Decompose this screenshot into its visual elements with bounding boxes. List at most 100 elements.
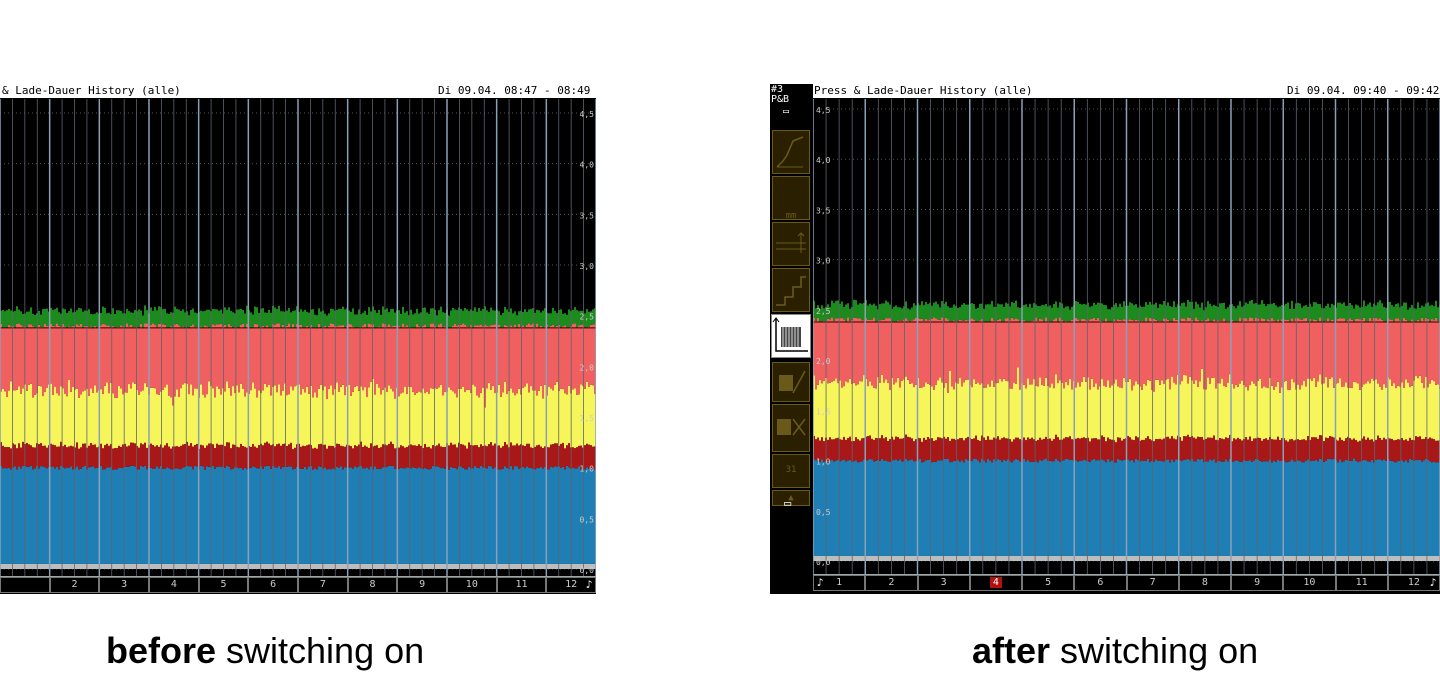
- history-bar-segment: [1343, 302, 1345, 319]
- history-bar-segment: [202, 445, 204, 467]
- history-bar-segment: [955, 460, 957, 556]
- history-bar-segment: [967, 436, 969, 461]
- x-axis-cell-6[interactable]: 6: [1074, 575, 1127, 591]
- x-axis-cell-3[interactable]: 3: [99, 577, 149, 593]
- history-bar-segment: [140, 563, 142, 569]
- x-axis-cell-9[interactable]: 9: [397, 577, 447, 593]
- history-bar-segment: [1091, 378, 1093, 439]
- history-bar-segment: [1305, 305, 1307, 318]
- sidebar-button-mm[interactable]: mm: [772, 176, 810, 221]
- history-bar-segment: [350, 446, 352, 468]
- history-bar-segment: [827, 304, 829, 319]
- history-bar-segment: [276, 444, 278, 468]
- history-bar-segment: [262, 390, 264, 446]
- history-bar-segment: [212, 563, 214, 569]
- history-bar-segment: [454, 444, 456, 468]
- history-bar-segment: [290, 563, 292, 569]
- history-bar-segment: [923, 320, 925, 387]
- history-bar-segment: [8, 467, 10, 564]
- x-axis-cell-1[interactable]: 1: [813, 575, 866, 591]
- x-axis-cell-1[interactable]: [0, 577, 50, 593]
- history-bar-segment: [6, 396, 8, 447]
- history-bar-segment: [490, 325, 492, 390]
- history-bar-segment: [1255, 438, 1257, 459]
- x-axis-cell-6[interactable]: 6: [248, 577, 298, 593]
- history-bar-segment: [336, 443, 338, 467]
- history-bar-segment: [448, 315, 450, 329]
- history-bar-segment: [134, 383, 136, 444]
- x-axis-cell-5[interactable]: 5: [198, 577, 249, 593]
- history-bar-segment: [568, 443, 570, 468]
- sidebar-button-mold[interactable]: ▲: [772, 490, 810, 506]
- history-bar-segment: [366, 467, 368, 564]
- history-bar-segment: [96, 327, 98, 393]
- bell-icon[interactable]: ♪: [585, 578, 593, 591]
- history-bar-segment: [905, 318, 907, 377]
- history-bar-segment: [308, 563, 310, 569]
- history-bar-segment: [120, 310, 122, 326]
- history-bar-segment: [1063, 438, 1065, 461]
- history-bar-segment: [268, 465, 270, 564]
- x-axis-cell-3[interactable]: 3: [917, 575, 970, 591]
- x-axis-cell-2[interactable]: 2: [49, 577, 100, 593]
- history-bar-segment: [1061, 439, 1063, 461]
- history-bar-segment: [1395, 462, 1397, 556]
- bell-icon-left[interactable]: ♪: [816, 576, 824, 589]
- history-bar-segment: [975, 458, 977, 556]
- history-bar-segment: [1315, 302, 1317, 320]
- history-bar-segment: [506, 309, 508, 327]
- history-bar-segment: [1065, 555, 1067, 561]
- history-bar-segment: [228, 307, 230, 324]
- history-bar-segment: [214, 397, 216, 449]
- history-bar-segment: [935, 384, 937, 441]
- history-bar-segment: [1153, 441, 1155, 462]
- history-bar-segment: [28, 563, 30, 569]
- history-bar-segment: [70, 466, 72, 564]
- history-bar-segment: [32, 469, 34, 564]
- x-axis-cell-11[interactable]: 11: [496, 577, 547, 593]
- history-bar-segment: [915, 460, 917, 556]
- history-bar-segment: [1327, 303, 1329, 319]
- history-bar-segment: [1015, 437, 1017, 459]
- x-axis-cell-2[interactable]: 2: [865, 575, 918, 591]
- after-title-bar: Press & Lade-Dauer History (alle) Di 09.…: [813, 84, 1440, 98]
- x-axis-cell-8[interactable]: 8: [347, 577, 398, 593]
- history-bar-segment: [1271, 385, 1273, 440]
- x-axis-cell-4[interactable]: 4: [969, 575, 1022, 591]
- bell-icon[interactable]: ♪: [1429, 576, 1437, 589]
- x-axis-cell-4[interactable]: 4: [149, 577, 199, 593]
- x-axis-cell-10[interactable]: 10: [1283, 575, 1336, 591]
- history-bar-segment: [354, 563, 356, 569]
- x-axis-cell-12[interactable]: 12: [1387, 575, 1440, 591]
- history-bar-segment: [1239, 301, 1241, 318]
- x-axis-cell-11[interactable]: 11: [1335, 575, 1388, 591]
- history-bar-segment: [1111, 307, 1113, 322]
- sidebar-button-steps[interactable]: [772, 268, 810, 312]
- x-axis-cell-12[interactable]: 12: [546, 577, 596, 593]
- history-bar-segment: [1393, 306, 1395, 322]
- history-bar-segment: [1023, 384, 1025, 438]
- x-axis-cell-7[interactable]: 7: [298, 577, 348, 593]
- history-bar-segment: [837, 555, 839, 561]
- history-bar-segment: [246, 392, 248, 448]
- history-bar-segment: [472, 468, 474, 564]
- history-bar-segment: [468, 326, 470, 390]
- history-bar-segment: [833, 381, 835, 440]
- sidebar-button-calendar[interactable]: 31: [772, 454, 810, 488]
- history-bar-segment: [1299, 319, 1301, 390]
- x-axis-cell-7[interactable]: 7: [1126, 575, 1179, 591]
- sidebar-button-curve[interactable]: [772, 130, 810, 174]
- history-bar-segment: [182, 467, 184, 564]
- x-axis-cell-9[interactable]: 9: [1231, 575, 1284, 591]
- history-bar-segment: [927, 320, 929, 384]
- x-axis-cell-5[interactable]: 5: [1022, 575, 1075, 591]
- x-axis-cell-8[interactable]: 8: [1178, 575, 1231, 591]
- sidebar-button-trend[interactable]: [772, 222, 810, 266]
- sidebar-button-history-selected[interactable]: [771, 314, 811, 358]
- sidebar-button-weight-cut[interactable]: [772, 404, 810, 452]
- sidebar-button-weight-plus[interactable]: [772, 362, 810, 402]
- history-bar-segment: [522, 466, 524, 564]
- history-bar-segment: [338, 308, 340, 326]
- x-axis-cell-10[interactable]: 10: [447, 577, 497, 593]
- history-bar-segment: [160, 323, 162, 392]
